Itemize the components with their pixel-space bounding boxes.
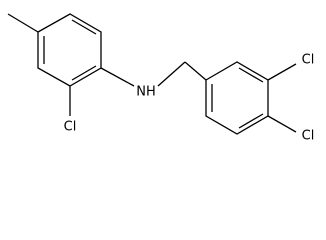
n-bond — [100, 67, 135, 87]
atom-label: NH — [136, 85, 156, 100]
cl-bond — [267, 115, 297, 133]
molecule-diagram: Cl NH Cl Cl — [7, 13, 315, 144]
ch2-bond — [184, 61, 207, 81]
double-bond — [71, 19, 97, 35]
bonds — [7, 13, 297, 135]
double-bond — [238, 113, 264, 129]
n-bond — [157, 61, 186, 87]
atom-label: Cl — [302, 53, 315, 68]
right-ring — [205, 61, 269, 135]
methyl-bond — [7, 13, 39, 33]
left-ring — [37, 13, 102, 87]
cl-bond — [267, 63, 297, 81]
double-bond — [71, 65, 97, 81]
atom-label: Cl — [64, 120, 77, 135]
double-bond — [238, 67, 264, 83]
atom-label: Cl — [302, 129, 315, 144]
